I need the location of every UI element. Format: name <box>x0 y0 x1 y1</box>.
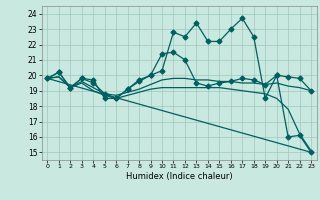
X-axis label: Humidex (Indice chaleur): Humidex (Indice chaleur) <box>126 172 233 181</box>
